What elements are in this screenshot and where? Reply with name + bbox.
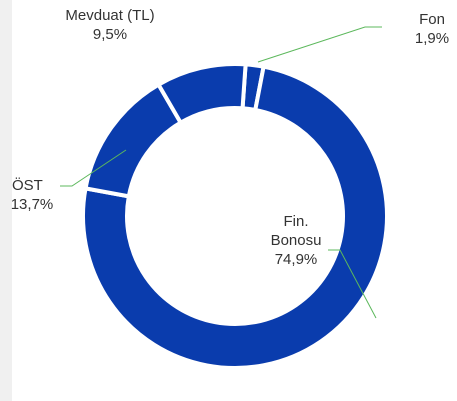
value-label: 13,7%	[10, 196, 54, 213]
value-label: 9,5%	[92, 26, 128, 43]
leader-line	[60, 149, 127, 187]
value-label: 74,9%	[274, 251, 318, 268]
leader-line	[328, 249, 377, 319]
category-label: ÖST	[12, 177, 43, 194]
category-label: Fin. Bonosu	[270, 213, 322, 249]
side-strip	[0, 0, 12, 401]
donut-slice	[155, 62, 248, 126]
label-group: ÖST 13,7%	[4, 176, 60, 214]
label-group: Fon 1,9%	[402, 10, 457, 48]
label-group: Mevduat (TL) 9,5%	[50, 6, 170, 44]
donut-slice	[81, 64, 389, 370]
value-label: 1,9%	[414, 30, 450, 47]
category-label: Mevduat (TL)	[65, 7, 155, 24]
leader-line	[257, 26, 382, 63]
label-group: Fin. Bonosu 74,9%	[258, 212, 334, 269]
category-label: Fon	[419, 11, 445, 28]
slices	[81, 62, 389, 370]
